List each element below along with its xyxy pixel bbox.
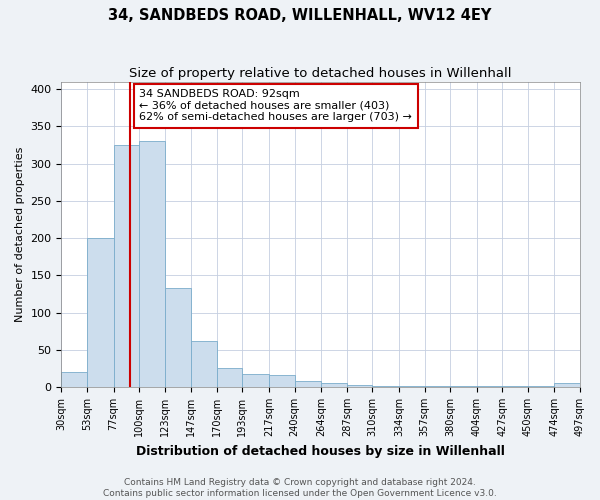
- Bar: [450, 386, 477, 387]
- Text: 34 SANDBEDS ROAD: 92sqm
← 36% of detached houses are smaller (403)
62% of semi-d: 34 SANDBEDS ROAD: 92sqm ← 36% of detache…: [139, 89, 412, 122]
- Bar: [373, 386, 399, 387]
- X-axis label: Distribution of detached houses by size in Willenhall: Distribution of detached houses by size …: [136, 444, 505, 458]
- Text: Contains HM Land Registry data © Crown copyright and database right 2024.
Contai: Contains HM Land Registry data © Crown c…: [103, 478, 497, 498]
- Bar: [295, 381, 321, 387]
- Bar: [321, 384, 347, 387]
- Bar: [528, 386, 554, 387]
- Bar: [113, 145, 139, 387]
- Bar: [191, 341, 217, 387]
- Bar: [217, 368, 242, 387]
- Bar: [87, 238, 113, 387]
- Bar: [61, 372, 87, 387]
- Bar: [399, 386, 425, 387]
- Bar: [269, 375, 295, 387]
- Bar: [477, 386, 502, 387]
- Title: Size of property relative to detached houses in Willenhall: Size of property relative to detached ho…: [130, 68, 512, 80]
- Bar: [347, 385, 373, 387]
- Bar: [554, 384, 580, 387]
- Bar: [425, 386, 450, 387]
- Y-axis label: Number of detached properties: Number of detached properties: [15, 146, 25, 322]
- Bar: [502, 386, 528, 387]
- Text: 34, SANDBEDS ROAD, WILLENHALL, WV12 4EY: 34, SANDBEDS ROAD, WILLENHALL, WV12 4EY: [109, 8, 491, 22]
- Bar: [139, 142, 164, 387]
- Bar: [164, 288, 191, 387]
- Bar: [242, 374, 269, 387]
